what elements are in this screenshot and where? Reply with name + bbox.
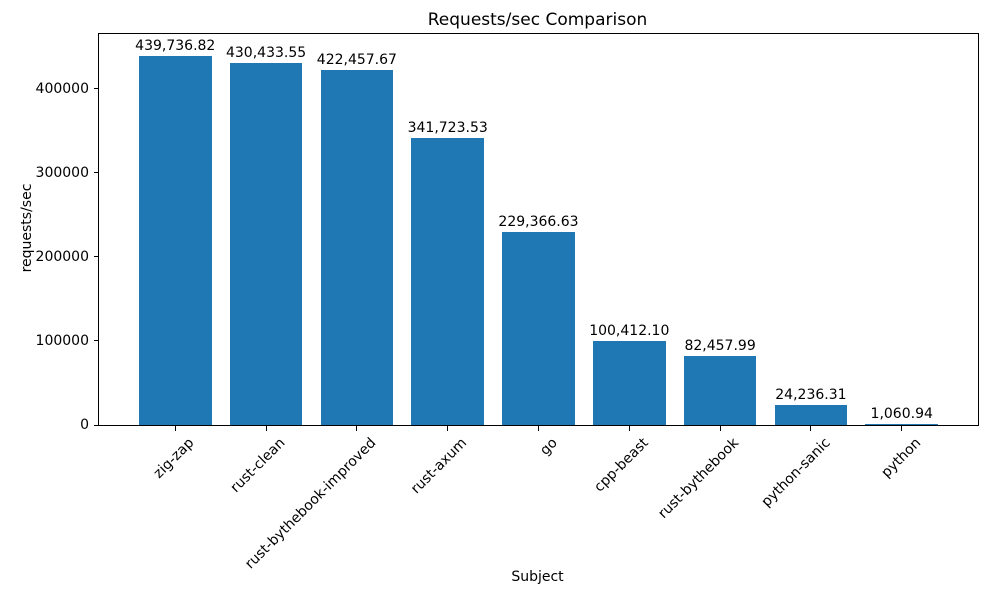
bar-rust-clean <box>229 63 303 425</box>
y-tick-mark <box>94 340 99 342</box>
y-tick-mark <box>94 172 99 174</box>
x-tick-label: go <box>537 435 561 459</box>
bar-value-label: 1,060.94 <box>870 406 933 422</box>
bar-rust-axum <box>411 137 484 425</box>
bar-python <box>865 424 939 425</box>
bar-value-label: 100,412.10 <box>589 322 670 339</box>
y-tick-mark <box>94 424 99 426</box>
y-tick-label: 300000 <box>35 164 89 181</box>
y-tick-mark <box>94 256 99 258</box>
bar-value-label: 430,433.55 <box>225 45 307 62</box>
bar-rust-bythebook-improved <box>320 70 394 425</box>
x-tick-mark <box>174 426 176 431</box>
x-tick-label: zig-zap <box>150 435 198 482</box>
x-tick-mark <box>719 426 721 431</box>
x-tick-label: rust-axum <box>407 435 471 498</box>
bar-value-label: 229,366.63 <box>498 214 579 231</box>
y-tick-label: 0 <box>80 417 89 433</box>
bar-python-sanic <box>774 404 848 425</box>
x-tick-mark <box>628 426 630 431</box>
x-tick-mark <box>538 426 539 431</box>
y-tick-label: 400000 <box>35 80 89 97</box>
x-tick-label: rust-bythebook <box>655 435 743 522</box>
x-axis-label: Subject <box>511 569 564 585</box>
bar-value-label: 439,736.82 <box>135 37 216 54</box>
x-tick-mark <box>265 426 267 431</box>
x-tick-label: cpp-beast <box>591 435 652 496</box>
bar-go <box>502 232 575 425</box>
bar-value-label: 24,236.31 <box>775 386 847 403</box>
x-tick-label: python-sanic <box>758 435 834 511</box>
x-tick-mark <box>356 426 358 431</box>
plot-area: 0 100000 200000 300000 400000 439,736.82 zig-z… <box>36 33 979 572</box>
bar-rust-bythebook <box>683 355 757 425</box>
y-tick-label: 200000 <box>35 248 89 265</box>
bar-value-label: 341,723.53 <box>407 119 488 136</box>
x-tick-mark <box>810 426 812 431</box>
chart-title: Requests/sec Comparison <box>427 10 648 30</box>
x-tick-mark <box>447 426 449 431</box>
x-tick-label: rust-clean <box>227 435 289 496</box>
y-tick-label: 100000 <box>35 332 89 349</box>
x-tick-mark <box>901 426 903 431</box>
x-tick-label: python <box>878 435 925 481</box>
bar-value-label: 82,457.99 <box>684 337 756 354</box>
bar-value-label: 422,457.67 <box>316 52 397 69</box>
y-tick-mark <box>94 88 99 90</box>
bar-cpp-beast <box>592 340 666 425</box>
bar-zig-zap <box>138 55 212 425</box>
